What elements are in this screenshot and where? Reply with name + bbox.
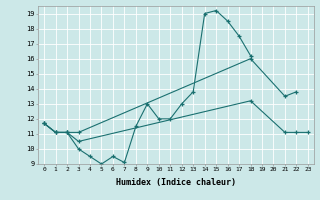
X-axis label: Humidex (Indice chaleur): Humidex (Indice chaleur) xyxy=(116,178,236,187)
